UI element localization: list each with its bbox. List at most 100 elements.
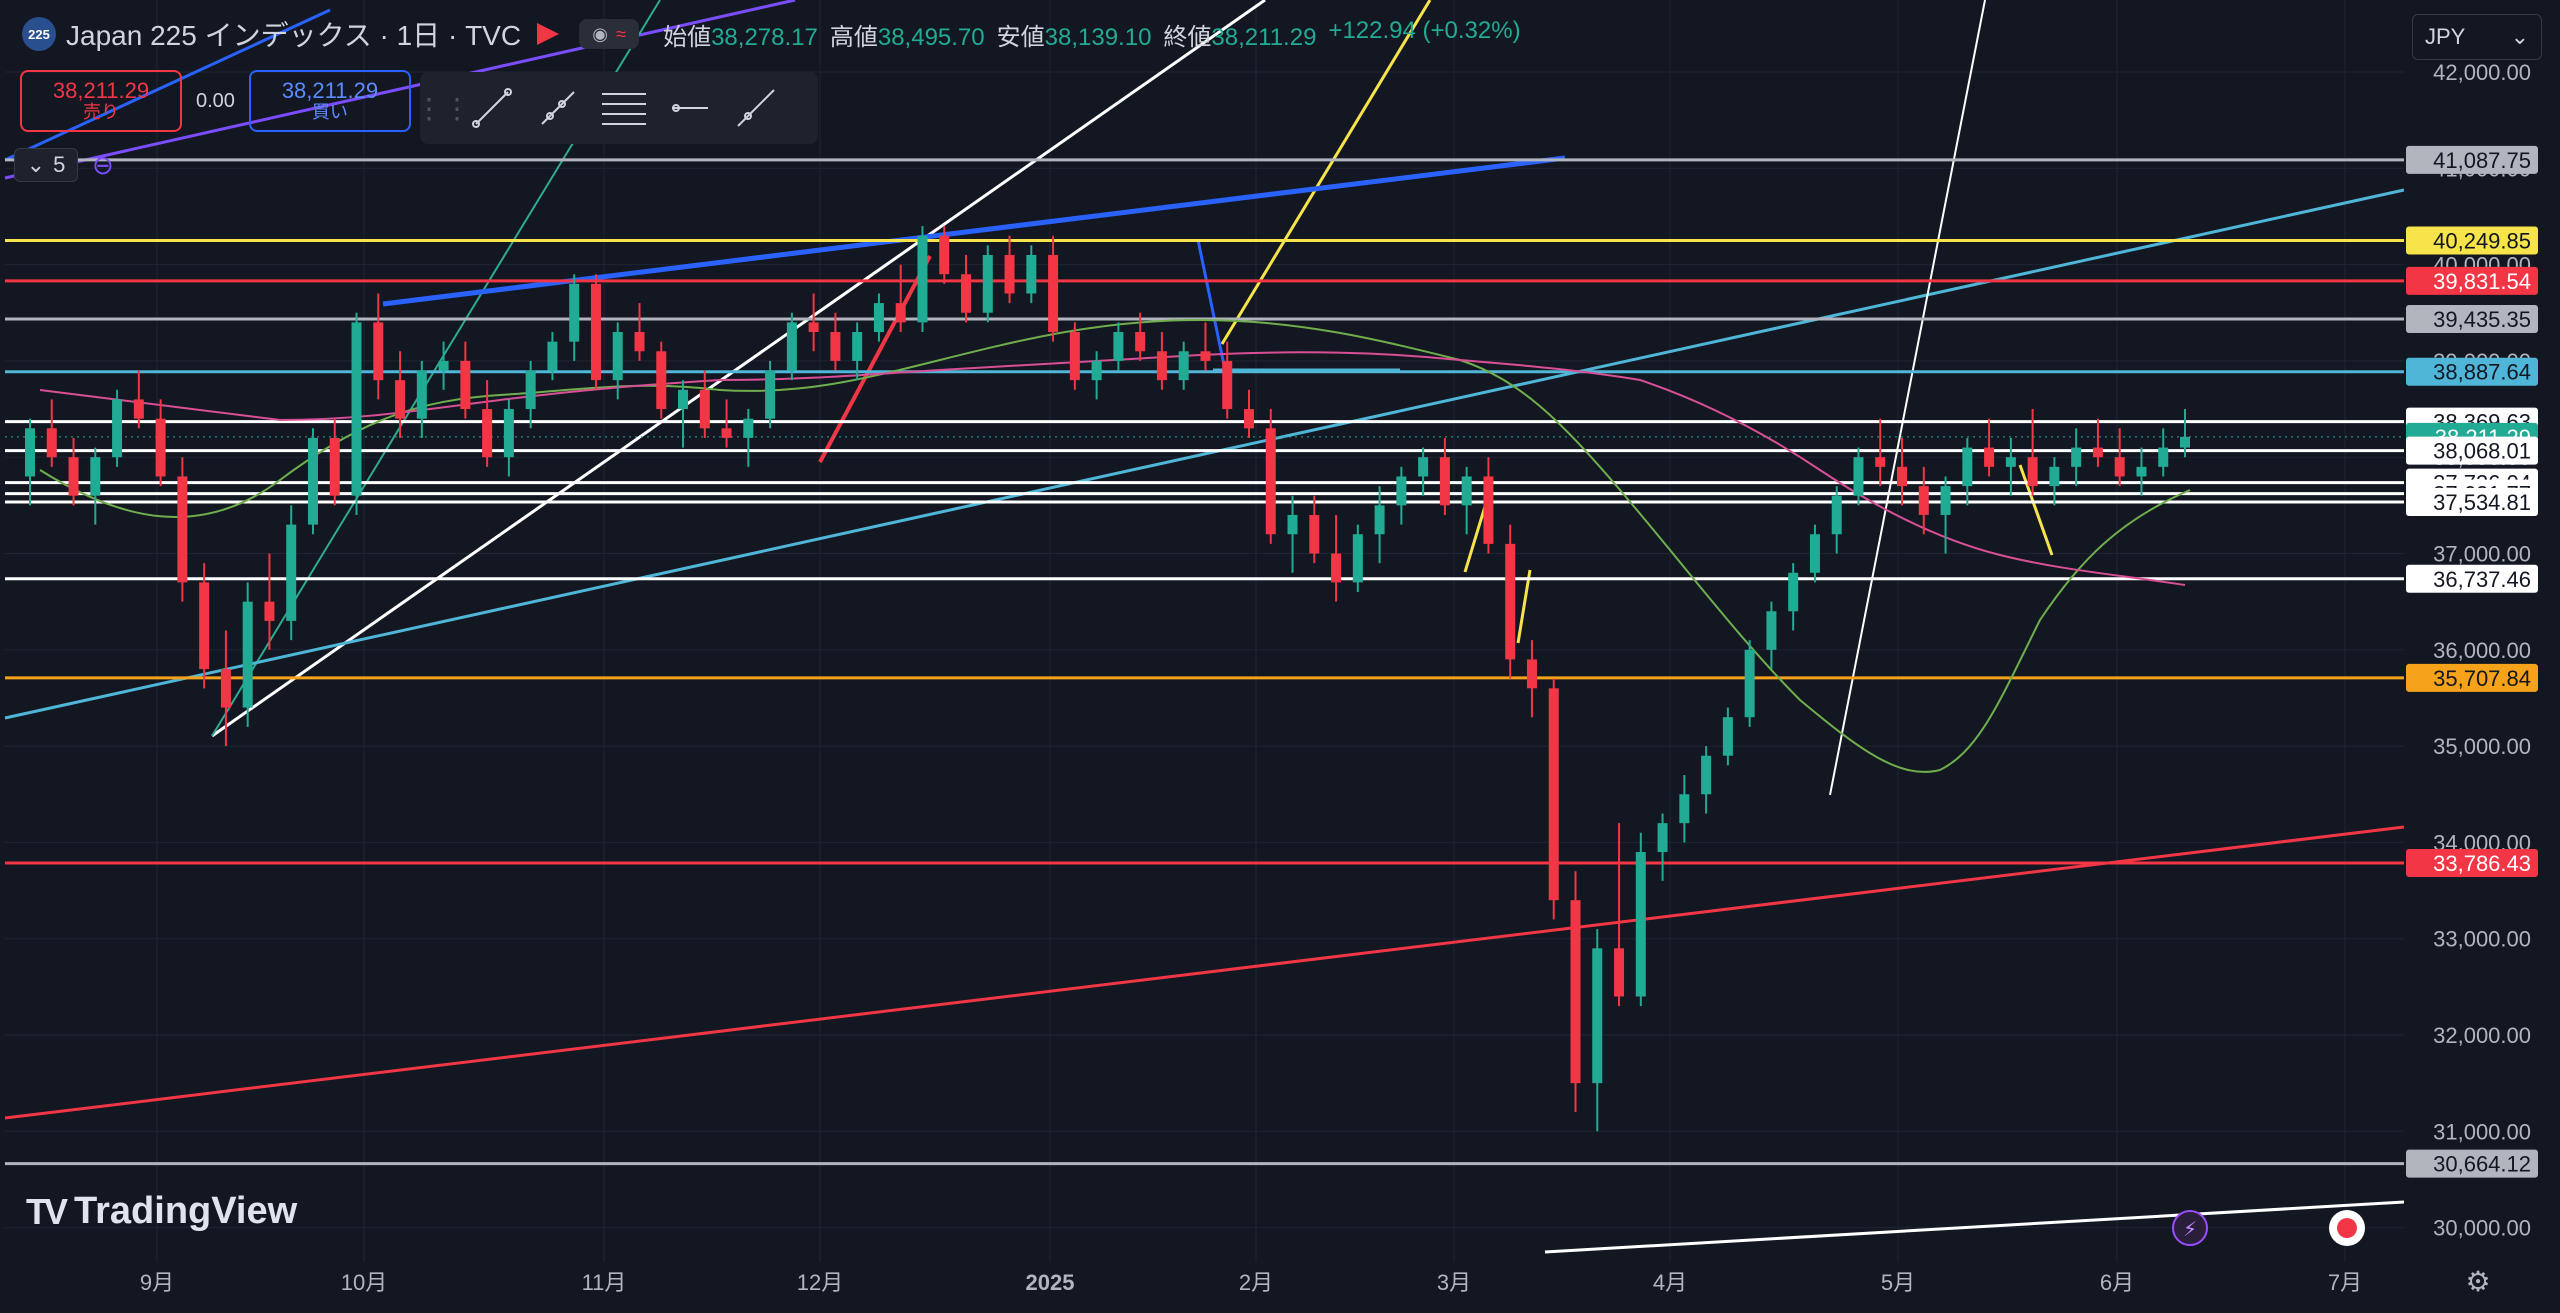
candle-body bbox=[1222, 360, 1233, 410]
price-tag-label: 36,737.46 bbox=[2433, 567, 2531, 592]
candle-body bbox=[177, 476, 188, 583]
sell-button[interactable]: 38,211.29 売り bbox=[20, 70, 182, 132]
candle-body bbox=[1026, 254, 1037, 294]
candle-body bbox=[2136, 466, 2147, 477]
candle-body bbox=[112, 399, 123, 458]
candle-body bbox=[1875, 457, 1886, 467]
yellow-segment-2[interactable] bbox=[1516, 569, 1532, 644]
currency-select[interactable]: JPY ⌄ bbox=[2412, 14, 2542, 60]
candle-body bbox=[1592, 948, 1603, 1084]
candle-body bbox=[395, 380, 406, 419]
candle-body bbox=[786, 322, 797, 371]
candle-body bbox=[329, 437, 340, 496]
trendline-tool-icon[interactable] bbox=[466, 82, 518, 134]
high-value: 38,495.70 bbox=[877, 23, 985, 51]
candle-body bbox=[2180, 436, 2190, 448]
candle-body bbox=[1461, 476, 1472, 506]
candle-body bbox=[721, 428, 732, 438]
horizontal-levels bbox=[5, 158, 2404, 1166]
candle-body bbox=[1505, 543, 1516, 660]
candle-body bbox=[1570, 900, 1581, 1084]
trendline-red-long[interactable] bbox=[4, 825, 2405, 1120]
y-tick-label: 35,000.00 bbox=[2433, 734, 2531, 759]
price-tag-label: 38,068.01 bbox=[2433, 439, 2531, 464]
candle-body bbox=[1352, 534, 1363, 583]
candle-body bbox=[1243, 409, 1254, 429]
fib-tool-icon[interactable] bbox=[598, 82, 650, 134]
trendline-purple[interactable] bbox=[4, 0, 796, 180]
symbol-title[interactable]: Japan 225 インデックス · 1日 · TVC bbox=[66, 20, 522, 51]
indicator-controls: ⌄ 5 ⊖ bbox=[14, 148, 114, 182]
ray-tool-icon[interactable] bbox=[532, 82, 584, 134]
candle-body bbox=[830, 332, 841, 361]
settings-gear-icon[interactable]: ⚙ bbox=[2465, 1265, 2490, 1298]
candle-body bbox=[852, 332, 863, 361]
candle-body bbox=[1809, 534, 1820, 573]
flash-icon[interactable] bbox=[2172, 1210, 2208, 1246]
trendline-blue-upper[interactable] bbox=[4, 8, 331, 162]
candle-body bbox=[525, 370, 536, 410]
price-tag bbox=[2406, 848, 2538, 877]
trendline-white-steep[interactable] bbox=[211, 0, 1266, 738]
x-tick-label: 5月 bbox=[1881, 1270, 1915, 1295]
candle-body bbox=[1374, 505, 1385, 535]
horizontal-ray-tool-icon[interactable] bbox=[664, 82, 716, 134]
price-axis-bg[interactable] bbox=[2404, 0, 2560, 1313]
trendline-red-short[interactable] bbox=[818, 255, 932, 463]
high-label: 高値 bbox=[829, 23, 878, 51]
candle-body bbox=[1265, 428, 1276, 535]
extended-line-tool-icon[interactable] bbox=[730, 82, 782, 134]
trendline-cyan[interactable] bbox=[4, 188, 2405, 720]
bottom-icons: ⚡ ⚙ bbox=[2172, 1210, 2491, 1298]
candle-body bbox=[1918, 486, 1929, 515]
record-icon-inner bbox=[2337, 1218, 2357, 1238]
trendline-yellow[interactable] bbox=[1220, 0, 1432, 345]
candle-body bbox=[634, 332, 645, 352]
blue-segment[interactable] bbox=[1196, 239, 1227, 371]
drag-handle-icon[interactable]: ⋮⋮ bbox=[415, 92, 471, 124]
visibility-toggle[interactable]: ◉ ≈ bbox=[579, 19, 640, 49]
candle-body bbox=[2005, 457, 2016, 467]
time-axis: 9月 10月 11月 12月 2025 2月 3月 4月 5月 6月 7月 bbox=[140, 1270, 2362, 1295]
price-tag-label: 39,435.35 bbox=[2433, 307, 2531, 332]
time-axis-bg[interactable] bbox=[0, 1262, 2404, 1313]
price-tag-label: 30,664.12 bbox=[2433, 1152, 2531, 1177]
price-tag bbox=[2406, 663, 2538, 692]
candle-body bbox=[895, 303, 906, 323]
x-tick-label: 11月 bbox=[582, 1270, 627, 1295]
yellow-segment-3[interactable] bbox=[2018, 464, 2054, 556]
flash-icon-glyph: ⚡ bbox=[2183, 1217, 2197, 1241]
price-tag-label: 39,831.54 bbox=[2433, 269, 2531, 294]
ma-green bbox=[39, 318, 2191, 773]
candle-body bbox=[460, 360, 471, 410]
chevron-down-icon: ⌄ bbox=[2510, 24, 2529, 49]
candle-body bbox=[2071, 447, 2082, 467]
drawings bbox=[4, 0, 2405, 1254]
x-tick-label: 4月 bbox=[1653, 1270, 1687, 1295]
candle-body bbox=[307, 437, 318, 525]
trendline-white-vertical[interactable] bbox=[1829, 0, 1986, 796]
price-tag-label: 40,249.85 bbox=[2433, 229, 2531, 254]
sync-icon[interactable]: ⊖ bbox=[92, 149, 114, 180]
buy-button[interactable]: 38,211.29 買い bbox=[248, 70, 411, 132]
candle-body bbox=[1396, 476, 1407, 506]
y-tick-label: 32,000.00 bbox=[2433, 1023, 2531, 1048]
price-tag-label: 37,534.81 bbox=[2433, 490, 2531, 515]
price-tag bbox=[2406, 266, 2538, 295]
candle-body bbox=[286, 524, 297, 621]
indicator-collapse-button[interactable]: ⌄ 5 bbox=[14, 148, 78, 182]
candle-body bbox=[503, 409, 514, 458]
candle-body bbox=[612, 332, 623, 381]
candle-body bbox=[678, 389, 689, 410]
flag-icon[interactable] bbox=[537, 23, 560, 45]
candle-body bbox=[1418, 457, 1429, 477]
tv-logo-icon: TV bbox=[26, 1190, 68, 1232]
symbol-icon[interactable]: 225 bbox=[22, 17, 56, 51]
trendline-white-bottom[interactable] bbox=[1544, 1200, 2405, 1254]
spread-value: 0.00 bbox=[196, 89, 235, 112]
buy-price: 38,211.29 bbox=[281, 78, 379, 103]
trade-panel: 38,211.29 売り 0.00 38,211.29 買い bbox=[20, 70, 411, 132]
candle-body bbox=[373, 322, 384, 381]
candle-body bbox=[1766, 611, 1777, 650]
